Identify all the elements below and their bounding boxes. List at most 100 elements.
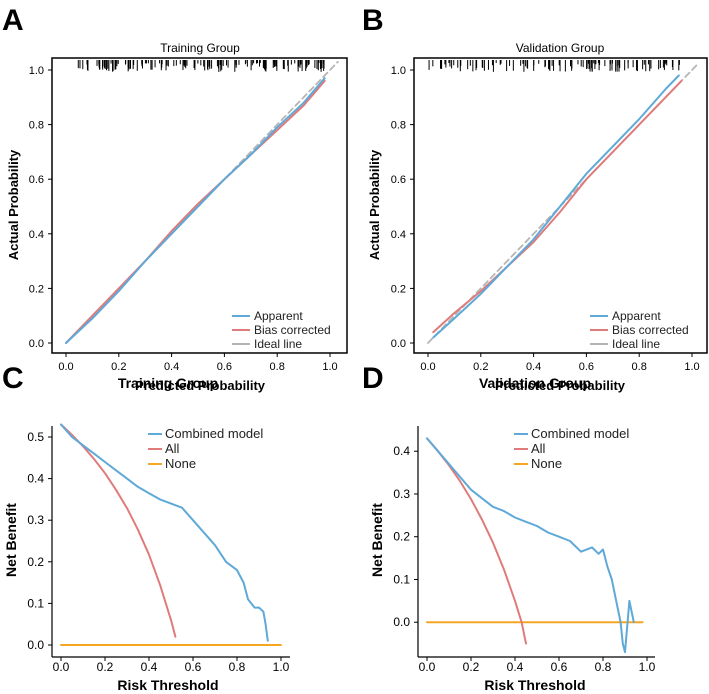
panel-letter-b: B — [362, 4, 384, 37]
y-tick-label: 0.3 — [393, 487, 410, 501]
panel-d: D Validation Group 0.0 0.2 0.4 0.6 0.8 1.0 0.… — [362, 362, 656, 693]
x-ticks: 0.0 0.2 0.4 0.6 0.8 1.0 — [419, 657, 656, 674]
y-tick-label: 0.5 — [27, 430, 44, 444]
x-tick-label: 0.2 — [111, 361, 126, 373]
series-lines — [60, 423, 282, 646]
plot-frame — [51, 57, 348, 354]
y-tick-label: 0.6 — [29, 174, 44, 186]
y-tick-label: 0.0 — [393, 615, 410, 629]
x-axis-label: Risk Threshold — [117, 677, 218, 693]
series-lines — [427, 63, 699, 344]
x-tick-label: 0.4 — [141, 660, 158, 674]
legend-label-bias-corrected: Bias corrected — [254, 323, 331, 337]
x-ticks: 0.0 0.2 0.4 0.6 0.8 1.0 — [58, 353, 338, 373]
y-tick-label: 0.3 — [27, 513, 44, 527]
x-tick-label: 0.6 — [551, 660, 568, 674]
legend: Apparent Bias corrected Ideal line — [590, 309, 689, 351]
y-ticks: 0.0 0.1 0.2 0.3 0.4 — [393, 444, 418, 629]
y-tick-label: 0.2 — [27, 555, 44, 569]
x-tick-label: 0.2 — [97, 660, 114, 674]
series-line-all — [60, 423, 177, 638]
y-tick-label: 0.2 — [391, 283, 406, 295]
y-tick-label: 0.6 — [391, 174, 406, 186]
legend-label-apparent: Apparent — [612, 309, 661, 323]
x-tick-label: 0.8 — [270, 361, 285, 373]
x-tick-label: 0.0 — [419, 660, 436, 674]
x-axis-label: Predicted Probability — [135, 378, 266, 393]
chart-title: Training Group — [118, 375, 218, 391]
x-tick-label: 0.2 — [463, 660, 480, 674]
y-tick-label: 0.4 — [27, 472, 44, 486]
legend: Combined model All None — [514, 426, 629, 471]
series-lines — [65, 60, 339, 344]
x-tick-label: 0.0 — [58, 361, 73, 373]
x-tick-label: 0.8 — [632, 361, 647, 373]
legend-label-combined-model: Combined model — [531, 426, 629, 441]
x-axis-label: Risk Threshold — [484, 677, 585, 693]
plot-frame — [413, 57, 708, 354]
x-tick-label: 1.0 — [639, 660, 656, 674]
legend-label-all: All — [165, 441, 180, 456]
series-line-bias-corrected — [432, 79, 683, 334]
panel-c: C Training Group 0.0 0.2 0.4 0.6 0.8 1.0 0.00… — [2, 362, 290, 693]
x-tick-label: 0.0 — [53, 660, 70, 674]
panel-letter-c: C — [2, 362, 24, 395]
y-axis-label: Actual Probability — [367, 149, 382, 260]
chart-title: Training Group — [160, 41, 240, 55]
rug-marks — [77, 60, 325, 72]
legend-label-all: All — [531, 441, 546, 456]
legend-label-apparent: Apparent — [254, 309, 303, 323]
chart-title: Validation Group — [516, 41, 605, 55]
y-ticks: 0.0 0.2 0.4 0.6 0.8 1.0 — [391, 65, 414, 350]
y-tick-label: 0.4 — [391, 229, 406, 241]
y-ticks: 0.0 0.2 0.4 0.6 0.8 1.0 — [29, 65, 52, 350]
y-axis-label: Actual Probability — [6, 149, 21, 260]
x-tick-label: 0.8 — [595, 660, 612, 674]
x-ticks: 0.0 0.2 0.4 0.6 0.8 1.0 — [53, 657, 290, 674]
legend-label-none: None — [531, 456, 562, 471]
x-tick-label: 0.6 — [579, 361, 594, 373]
legend-label-ideal-line: Ideal line — [254, 337, 302, 351]
x-tick-label: 0.8 — [229, 660, 246, 674]
legend-label-none: None — [165, 456, 196, 471]
rug-marks — [428, 60, 680, 72]
series-line-apparent — [65, 77, 326, 344]
y-tick-label: 0.0 — [391, 338, 406, 350]
series-line-bias-corrected — [65, 79, 326, 344]
x-axis-label: Predicted Probability — [495, 378, 626, 393]
y-tick-label: 0.0 — [27, 638, 44, 652]
y-tick-label: 1.0 — [391, 65, 406, 77]
x-tick-label: 0.6 — [217, 361, 232, 373]
legend-label-ideal-line: Ideal line — [612, 337, 660, 351]
y-axis-label: Net Benefit — [369, 503, 385, 577]
x-ticks: 0.0 0.2 0.4 0.6 0.8 1.0 — [420, 353, 700, 373]
panel-letter-a: A — [2, 4, 24, 37]
y-tick-label: 0.8 — [391, 120, 406, 132]
y-tick-label: 0.2 — [29, 283, 44, 295]
y-tick-label: 0.1 — [393, 572, 410, 586]
series-line-apparent — [432, 74, 680, 339]
x-tick-label: 0.2 — [473, 361, 488, 373]
y-ticks: 0.0 0.1 0.2 0.3 0.4 0.5 — [27, 430, 52, 652]
legend: Apparent Bias corrected Ideal line — [232, 309, 331, 351]
y-tick-label: 0.4 — [393, 444, 410, 458]
x-tick-label: 1.0 — [684, 361, 699, 373]
y-tick-label: 0.8 — [29, 120, 44, 132]
x-tick-label: 0.4 — [507, 660, 524, 674]
chart-title: Validation Group — [479, 375, 591, 391]
y-tick-label: 0.2 — [393, 530, 410, 544]
y-tick-label: 1.0 — [29, 65, 44, 77]
x-tick-label: 0.6 — [185, 660, 202, 674]
x-tick-label: 0.4 — [526, 361, 541, 373]
y-tick-label: 0.4 — [29, 229, 44, 241]
panel-letter-d: D — [362, 362, 384, 395]
x-tick-label: 1.0 — [322, 361, 337, 373]
legend: Combined model All None — [148, 426, 263, 471]
panel-b: B Validation Group 0.0 0.2 0.4 0.6 0.8 1.0 0.… — [362, 4, 708, 393]
x-tick-label: 0.4 — [164, 361, 179, 373]
series-line-combined-model — [60, 423, 269, 642]
y-tick-label: 0.1 — [27, 596, 44, 610]
x-tick-label: 1.0 — [273, 660, 290, 674]
panel-a: A Training Group 0.0 0.2 0.4 0.6 0.8 1.0 0.0 0… — [2, 4, 348, 393]
